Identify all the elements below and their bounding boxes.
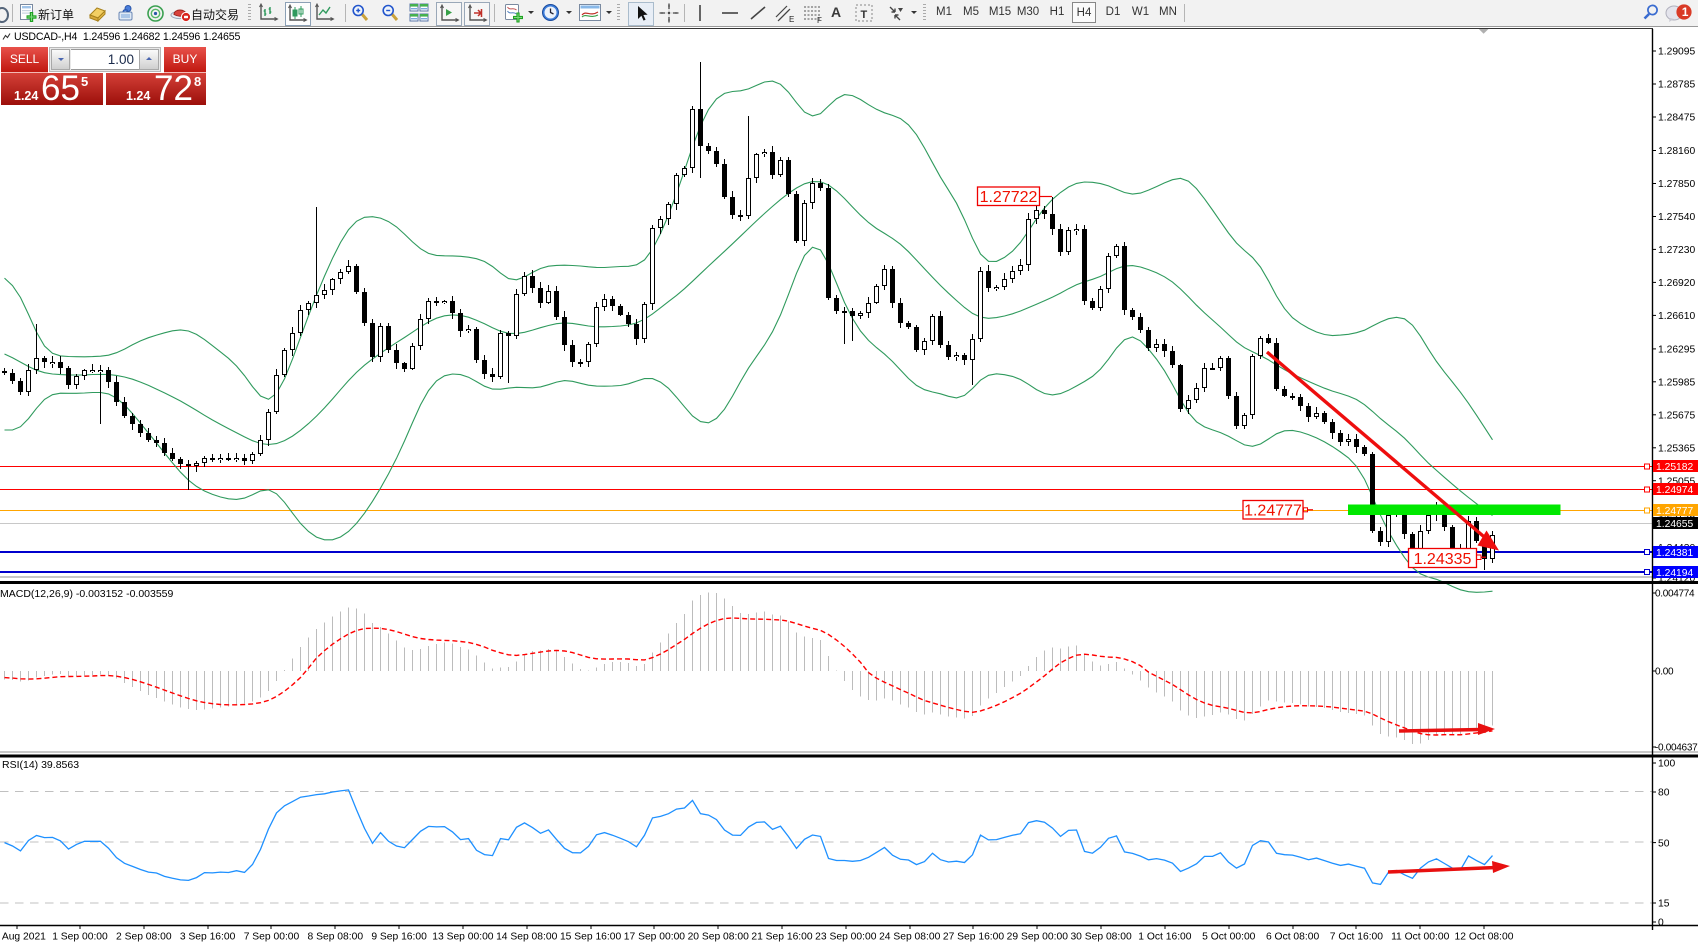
svg-text:1.27540: 1.27540 xyxy=(1658,212,1695,223)
svg-text:1 Sep 00:00: 1 Sep 00:00 xyxy=(52,932,108,943)
svg-text:1.24194: 1.24194 xyxy=(1656,568,1693,579)
svg-text:0.00: 0.00 xyxy=(1655,667,1674,678)
svg-text:RSI(14) 39.8563: RSI(14) 39.8563 xyxy=(2,759,79,771)
svg-text:0: 0 xyxy=(1658,918,1664,929)
svg-text:USDCAD-,H4 1.24596 1.24682 1.: USDCAD-,H4 1.24596 1.24682 1.24596 1.246… xyxy=(14,31,240,43)
svg-text:15: 15 xyxy=(1658,899,1670,910)
svg-text:E: E xyxy=(789,15,794,24)
svg-text:1.24120: 1.24120 xyxy=(1658,574,1695,585)
svg-text:8 Sep 08:00: 8 Sep 08:00 xyxy=(308,932,364,943)
svg-text:1: 1 xyxy=(1682,5,1689,19)
svg-text:MACD(12,26,9) -0.003152 -0.003: MACD(12,26,9) -0.003152 -0.003559 xyxy=(0,588,174,600)
svg-text:1.27230: 1.27230 xyxy=(1658,245,1695,256)
svg-text:11 Oct 00:00: 11 Oct 00:00 xyxy=(1391,932,1449,943)
svg-text:100: 100 xyxy=(1658,759,1675,770)
svg-text:20 Sep 08:00: 20 Sep 08:00 xyxy=(688,932,750,943)
svg-text:7 Sep 00:00: 7 Sep 00:00 xyxy=(244,932,300,943)
svg-text:1.27722: 1.27722 xyxy=(980,189,1038,206)
svg-text:1.25985: 1.25985 xyxy=(1658,378,1695,389)
svg-text:1.25365: 1.25365 xyxy=(1658,444,1695,455)
svg-text:1.26920: 1.26920 xyxy=(1658,278,1695,289)
svg-text:1.25182: 1.25182 xyxy=(1656,462,1693,473)
svg-text:30 Sep 08:00: 30 Sep 08:00 xyxy=(1070,932,1132,943)
svg-text:29 Sep 00:00: 29 Sep 00:00 xyxy=(1007,932,1069,943)
svg-text:T: T xyxy=(861,9,868,21)
svg-text:30 Aug 2021: 30 Aug 2021 xyxy=(0,932,46,943)
svg-text:1.25055: 1.25055 xyxy=(1658,476,1695,487)
svg-text:1.24777: 1.24777 xyxy=(1656,506,1693,517)
svg-text:1.29095: 1.29095 xyxy=(1658,47,1695,58)
svg-text:21 Sep 16:00: 21 Sep 16:00 xyxy=(751,932,813,943)
svg-text:1.25675: 1.25675 xyxy=(1658,411,1695,422)
svg-text:15 Sep 16:00: 15 Sep 16:00 xyxy=(560,932,622,943)
svg-text:1.24974: 1.24974 xyxy=(1656,485,1693,496)
svg-text:1.28160: 1.28160 xyxy=(1658,146,1695,157)
svg-text:-0.004637: -0.004637 xyxy=(1655,743,1698,754)
svg-text:80: 80 xyxy=(1658,788,1670,799)
svg-text:1.24335: 1.24335 xyxy=(1414,551,1472,568)
svg-text:1.28785: 1.28785 xyxy=(1658,80,1695,91)
svg-text:F: F xyxy=(817,16,822,25)
svg-text:0.004774: 0.004774 xyxy=(1655,589,1695,600)
svg-text:1.27850: 1.27850 xyxy=(1658,179,1695,190)
svg-text:1 Oct 16:00: 1 Oct 16:00 xyxy=(1138,932,1192,943)
svg-text:13 Sep 00:00: 13 Sep 00:00 xyxy=(432,932,494,943)
svg-text:12 Oct 08:00: 12 Oct 08:00 xyxy=(1455,932,1514,943)
svg-text:6 Oct 08:00: 6 Oct 08:00 xyxy=(1266,932,1320,943)
svg-text:27 Sep 16:00: 27 Sep 16:00 xyxy=(943,932,1005,943)
svg-text:1.26295: 1.26295 xyxy=(1658,345,1695,356)
svg-text:14 Sep 08:00: 14 Sep 08:00 xyxy=(496,932,558,943)
svg-text:1.24777: 1.24777 xyxy=(1244,503,1302,520)
svg-text:17 Sep 00:00: 17 Sep 00:00 xyxy=(624,932,686,943)
svg-text:1.26610: 1.26610 xyxy=(1658,311,1695,322)
svg-text:24 Sep 08:00: 24 Sep 08:00 xyxy=(879,932,941,943)
svg-text:2 Sep 08:00: 2 Sep 08:00 xyxy=(116,932,172,943)
svg-text:1.24655: 1.24655 xyxy=(1656,519,1693,530)
svg-text:23 Sep 00:00: 23 Sep 00:00 xyxy=(815,932,877,943)
svg-text:9 Sep 16:00: 9 Sep 16:00 xyxy=(371,932,427,943)
svg-text:7 Oct 16:00: 7 Oct 16:00 xyxy=(1330,932,1384,943)
svg-text:1.28475: 1.28475 xyxy=(1658,113,1695,124)
svg-text:3 Sep 16:00: 3 Sep 16:00 xyxy=(180,932,236,943)
svg-text:50: 50 xyxy=(1658,838,1670,849)
svg-text:1.24381: 1.24381 xyxy=(1656,548,1693,559)
svg-text:5 Oct 00:00: 5 Oct 00:00 xyxy=(1202,932,1256,943)
